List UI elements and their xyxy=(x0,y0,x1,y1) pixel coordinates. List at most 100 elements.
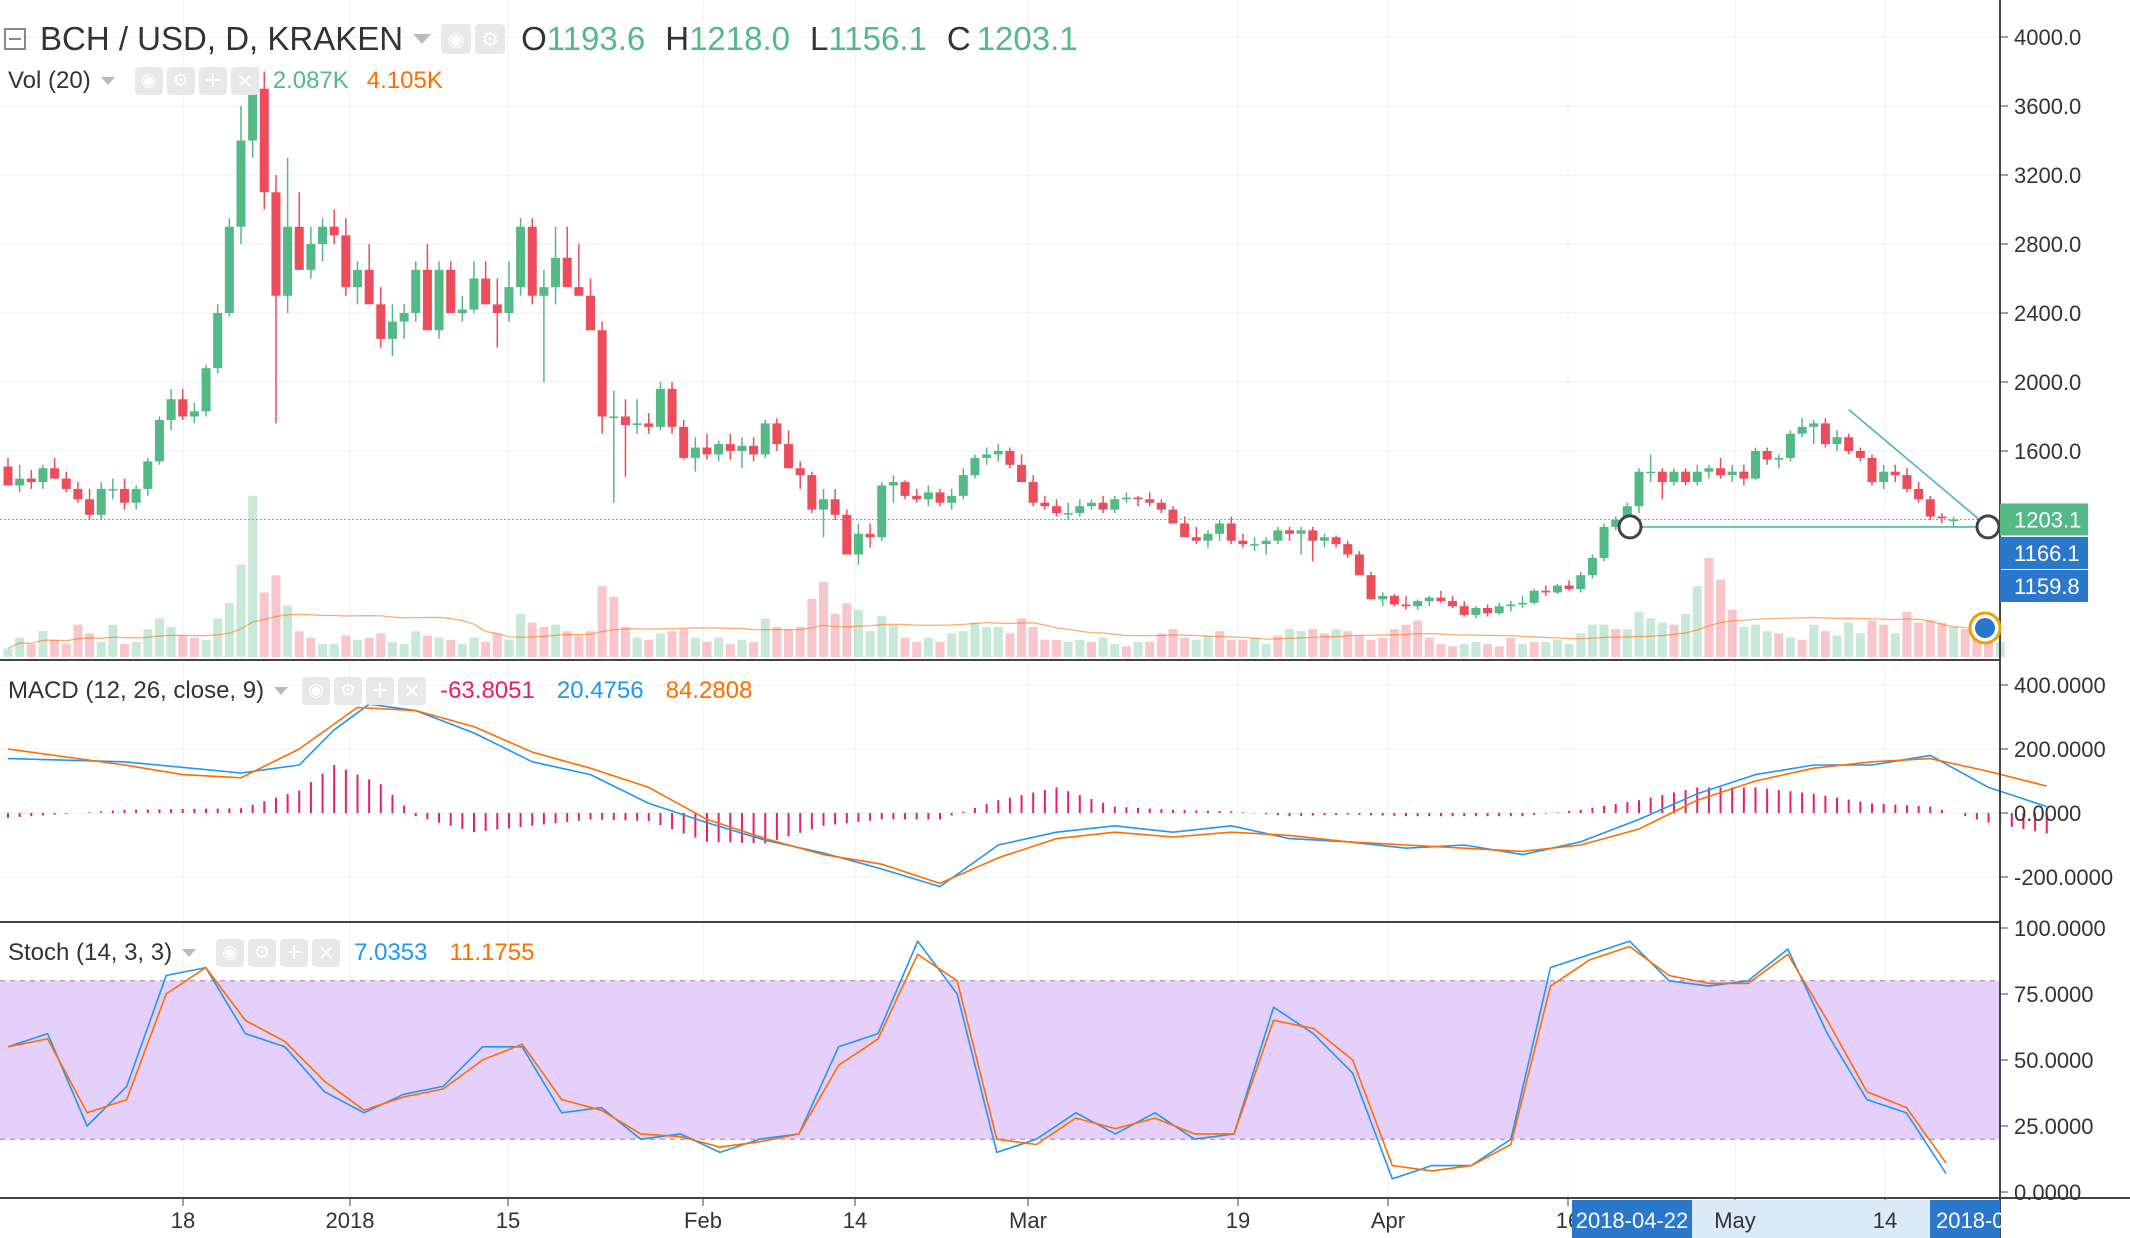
macd-title[interactable]: MACD (12, 26, close, 9) xyxy=(8,677,265,704)
macd-dropdown-icon[interactable] xyxy=(274,687,289,695)
candle-body xyxy=(446,269,456,313)
candle-body xyxy=(294,226,304,270)
volume-bar xyxy=(236,564,246,657)
volume-bar xyxy=(1518,644,1527,657)
candle-body xyxy=(1308,530,1318,541)
candle-body xyxy=(492,304,502,313)
volume-plus-icon[interactable]: + xyxy=(198,67,227,95)
candle-body xyxy=(1156,502,1166,510)
right-date-box xyxy=(1930,1200,2000,1238)
currency-globe-icon[interactable] xyxy=(1968,611,2002,645)
macd-eye-icon[interactable]: ◉ xyxy=(302,677,331,705)
macd-axis-label: -200.0000 xyxy=(2014,865,2113,890)
volume-bar xyxy=(457,644,467,657)
candle-body xyxy=(539,287,549,296)
volume-bar xyxy=(96,641,106,657)
volume-bar xyxy=(900,637,910,657)
time-axis-label: 18 xyxy=(171,1208,195,1233)
volume-bar xyxy=(399,644,409,657)
level1-label: 1166.1 xyxy=(2014,541,2080,566)
macd-histogram xyxy=(7,765,2048,844)
trendline-tool[interactable] xyxy=(1617,408,2001,540)
stoch-gear-icon[interactable]: ⚙ xyxy=(248,939,277,967)
volume-bar xyxy=(912,641,922,657)
volume-bar xyxy=(772,626,782,657)
volume-bar xyxy=(1168,629,1178,657)
volume-ma-line xyxy=(7,613,2001,649)
candle-body xyxy=(1075,506,1085,514)
macd-axis[interactable]: 400.0000 200.0000 0.0000 -200.0000 xyxy=(2000,673,2113,890)
volume-bar xyxy=(446,639,456,657)
volume-bar xyxy=(982,626,992,657)
volume-bar xyxy=(1820,631,1830,657)
candle-body xyxy=(574,287,584,296)
candle-body xyxy=(1669,471,1679,483)
volume-bar xyxy=(1378,637,1388,657)
volume-bar xyxy=(1587,624,1597,657)
candle-body xyxy=(318,226,328,244)
volume-bar xyxy=(1028,626,1038,657)
volume-bar xyxy=(993,626,1003,657)
volume-bar xyxy=(1238,639,1248,657)
volume-title[interactable]: Vol (20) xyxy=(8,67,91,94)
candle-body xyxy=(85,499,95,515)
volume-bar xyxy=(1483,644,1493,657)
candle-body xyxy=(1273,530,1283,541)
volume-bar xyxy=(702,641,712,657)
stoch-k-line xyxy=(7,940,1947,1180)
eye-icon[interactable]: ◉ xyxy=(441,24,472,54)
volume-bar xyxy=(690,637,700,657)
volume-bar xyxy=(469,637,479,657)
gear-icon[interactable]: ⚙ xyxy=(475,24,506,54)
volume-bar xyxy=(667,631,677,657)
macd-close-icon[interactable]: ✕ xyxy=(398,677,427,705)
candle-body xyxy=(982,454,992,458)
candle-body xyxy=(1110,499,1120,510)
price-axis[interactable]: 4000.0 3600.0 3200.0 2800.0 2400.0 2000.0 1600… xyxy=(2000,25,2081,464)
volume-bar xyxy=(131,641,141,657)
stoch-close-icon[interactable]: ✕ xyxy=(312,939,341,967)
volume-dropdown-icon[interactable] xyxy=(100,77,115,85)
candle-body xyxy=(1343,544,1353,555)
volume-bar xyxy=(481,641,491,657)
volume-bar xyxy=(1949,626,1959,657)
last-price-box xyxy=(2000,503,2088,536)
volume-bar xyxy=(574,635,584,657)
stoch-title[interactable]: Stoch (14, 3, 3) xyxy=(8,939,173,966)
time-axis[interactable]: 18201815Feb14Mar19Apr16May142018-04-2220… xyxy=(171,1198,2005,1238)
candle-body xyxy=(1180,523,1190,538)
candle-body xyxy=(1226,523,1236,541)
macd-plus-icon[interactable]: + xyxy=(366,677,395,705)
volume-gear-icon[interactable]: ⚙ xyxy=(166,67,195,95)
low-label: L xyxy=(810,20,829,57)
volume-bar xyxy=(422,635,432,657)
candle-body xyxy=(1494,606,1504,614)
candle-body xyxy=(1366,575,1376,600)
macd-line xyxy=(7,703,2048,888)
symbol-dropdown-icon[interactable] xyxy=(413,34,432,44)
candle-body xyxy=(690,447,700,458)
stoch-dropdown-icon[interactable] xyxy=(182,949,197,957)
candle-body xyxy=(1331,537,1341,545)
trendline-upper xyxy=(1848,408,1989,528)
stoch-eye-icon[interactable]: ◉ xyxy=(216,939,245,967)
stoch-plus-icon[interactable]: + xyxy=(280,939,309,967)
volume-bar xyxy=(1343,631,1353,657)
candle-body xyxy=(422,269,432,331)
macd-gear-icon[interactable]: ⚙ xyxy=(334,677,363,705)
symbol-title[interactable]: BCH / USD, D, KRAKEN xyxy=(40,20,404,57)
candle-body xyxy=(1529,590,1539,603)
time-axis-label: 14 xyxy=(843,1208,867,1233)
volume-bar xyxy=(1191,639,1201,657)
candle-body xyxy=(1389,595,1399,605)
volume-bar xyxy=(224,603,234,657)
stoch-axis[interactable]: 100.0000 75.0000 50.0000 25.0000 0.0000 xyxy=(2000,916,2106,1205)
volume-bar xyxy=(1727,609,1737,657)
candle-body xyxy=(993,451,1003,455)
candle-body xyxy=(376,304,386,339)
volume-eye-icon[interactable]: ◉ xyxy=(134,67,163,95)
volume-close-icon[interactable]: ✕ xyxy=(230,67,259,95)
collapse-icon[interactable] xyxy=(4,28,26,50)
